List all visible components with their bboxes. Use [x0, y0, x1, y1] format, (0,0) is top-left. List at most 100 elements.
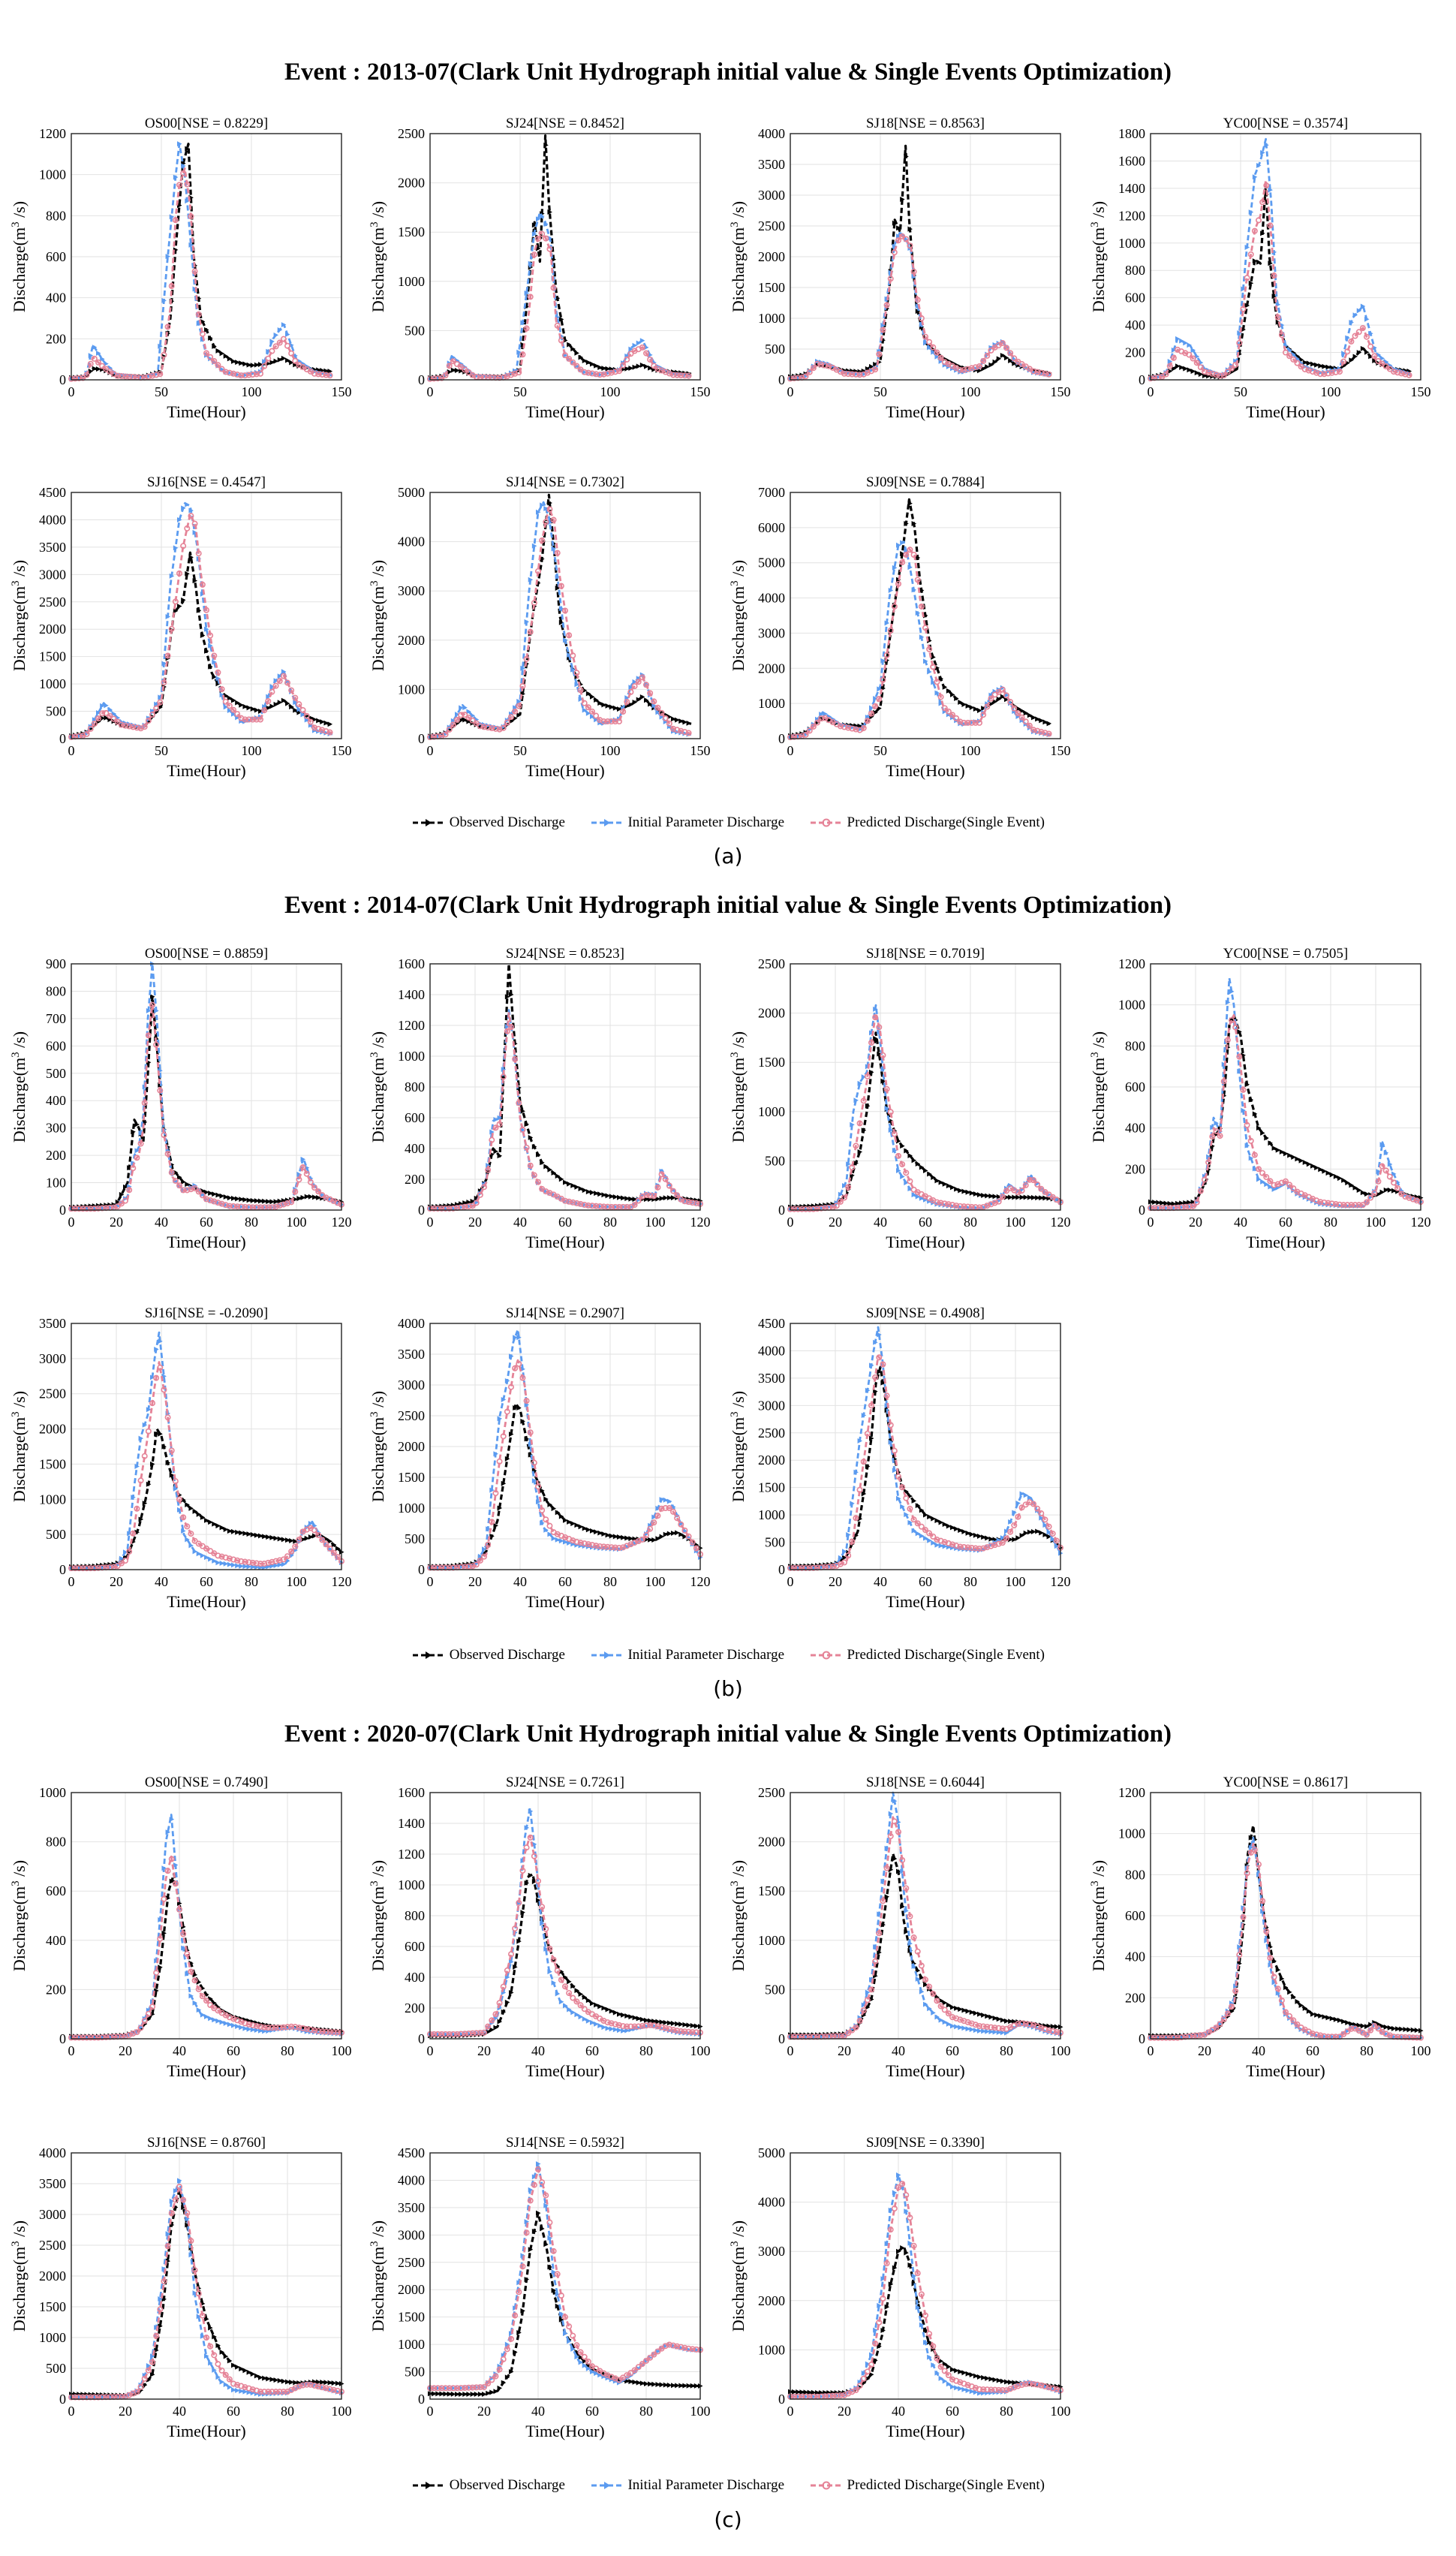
marker-observed	[250, 1197, 256, 1203]
marker-predicted	[512, 708, 519, 715]
marker-predicted	[903, 552, 910, 558]
marker-predicted	[238, 2383, 245, 2389]
marker-predicted	[1390, 369, 1397, 375]
chart-title: SJ09[NSE = 0.4908]	[866, 1305, 985, 1321]
marker-observed	[996, 356, 1002, 362]
marker-initial	[531, 1478, 537, 1484]
marker-predicted	[311, 1527, 317, 1534]
marker-predicted	[1015, 2021, 1021, 2028]
marker-predicted	[1166, 2034, 1173, 2041]
marker-predicted	[450, 1205, 456, 1212]
marker-observed	[628, 2379, 633, 2385]
marker-observed	[1039, 718, 1044, 724]
x-tick-label: 60	[200, 1574, 213, 1589]
marker-initial	[269, 684, 275, 690]
marker-predicted	[323, 2385, 329, 2392]
marker-predicted	[872, 1374, 879, 1380]
marker-observed	[590, 1528, 595, 1534]
marker-observed	[450, 367, 456, 373]
marker-observed	[1012, 1194, 1017, 1200]
x-tick-label: 60	[585, 2404, 599, 2419]
marker-predicted	[1190, 1203, 1196, 1209]
marker-predicted	[624, 2023, 630, 2030]
chart-2013-os00: OS00[NSE = 0.8229]0200400600800100012000…	[10, 116, 352, 421]
x-tick-label: 120	[1411, 1215, 1431, 1230]
marker-predicted	[126, 373, 133, 380]
marker-predicted	[446, 2385, 453, 2392]
y-axis-label: Discharge(m3 /s)	[729, 201, 748, 312]
marker-predicted	[631, 2023, 638, 2030]
marker-predicted	[280, 336, 287, 342]
marker-observed	[938, 1179, 944, 1185]
marker-predicted	[1209, 1133, 1216, 1140]
marker-initial	[563, 1539, 568, 1545]
marker-initial	[846, 1161, 851, 1167]
x-tick-label: 0	[1148, 1215, 1154, 1230]
marker-initial	[100, 1206, 105, 1212]
marker-initial	[531, 2174, 537, 2180]
marker-observed	[504, 994, 510, 1000]
marker-predicted	[539, 1904, 546, 1910]
marker-observed	[690, 2022, 696, 2028]
marker-observed	[524, 1121, 530, 1127]
marker-initial	[528, 577, 534, 583]
marker-observed	[796, 2389, 801, 2395]
marker-predicted	[968, 365, 975, 372]
marker-initial	[1395, 1179, 1400, 1185]
marker-predicted	[454, 361, 461, 368]
marker-predicted	[922, 1976, 928, 1983]
marker-predicted	[1286, 2013, 1293, 2019]
marker-predicted	[469, 2384, 476, 2391]
marker-initial	[107, 2394, 113, 2400]
marker-observed	[520, 342, 525, 348]
marker-observed	[1019, 1194, 1025, 1200]
marker-predicted	[172, 217, 179, 224]
marker-predicted	[1363, 333, 1370, 340]
marker-observed	[1337, 2017, 1343, 2023]
marker-observed	[250, 2371, 256, 2377]
marker-predicted	[296, 701, 302, 708]
marker-predicted	[1398, 1191, 1405, 1197]
marker-predicted	[841, 1559, 848, 1566]
marker-predicted	[642, 1532, 649, 1539]
marker-predicted	[930, 344, 937, 351]
marker-initial	[574, 2012, 579, 2018]
marker-predicted	[126, 1548, 133, 1555]
marker-observed	[1163, 1200, 1169, 1206]
marker-predicted	[1309, 369, 1316, 375]
marker-observed	[547, 2264, 552, 2270]
marker-initial	[1241, 286, 1246, 292]
marker-initial	[796, 2034, 801, 2040]
marker-observed	[648, 2381, 653, 2387]
marker-predicted	[199, 1192, 206, 1199]
marker-predicted	[662, 1504, 669, 1511]
marker-observed	[497, 1153, 503, 1159]
marker-observed	[973, 706, 979, 712]
marker-initial	[907, 1940, 913, 1946]
marker-predicted	[512, 1365, 519, 1371]
series-line-observed	[71, 2188, 342, 2397]
marker-observed	[1019, 1532, 1025, 1538]
marker-predicted	[87, 1565, 94, 1572]
marker-initial	[1046, 1529, 1052, 1535]
marker-initial	[567, 652, 572, 658]
marker-observed	[455, 2391, 460, 2397]
marker-initial	[223, 704, 229, 710]
marker-initial	[582, 369, 588, 375]
marker-predicted	[473, 2030, 480, 2037]
marker-observed	[501, 1480, 507, 1486]
x-tick-label: 0	[427, 1574, 434, 1589]
marker-initial	[985, 2028, 990, 2034]
marker-predicted	[864, 1073, 871, 1079]
x-tick-label: 150	[332, 743, 352, 758]
marker-observed	[1008, 1194, 1013, 1200]
marker-observed	[1379, 1189, 1385, 1195]
marker-observed	[169, 1472, 175, 1478]
marker-initial	[830, 363, 836, 369]
marker-observed	[528, 2247, 534, 2253]
marker-predicted	[1375, 1178, 1382, 1185]
marker-predicted	[1336, 369, 1343, 375]
marker-observed	[540, 1488, 545, 1494]
marker-initial	[1264, 142, 1269, 148]
chart-title: SJ14[NSE = 0.7302]	[506, 474, 624, 490]
